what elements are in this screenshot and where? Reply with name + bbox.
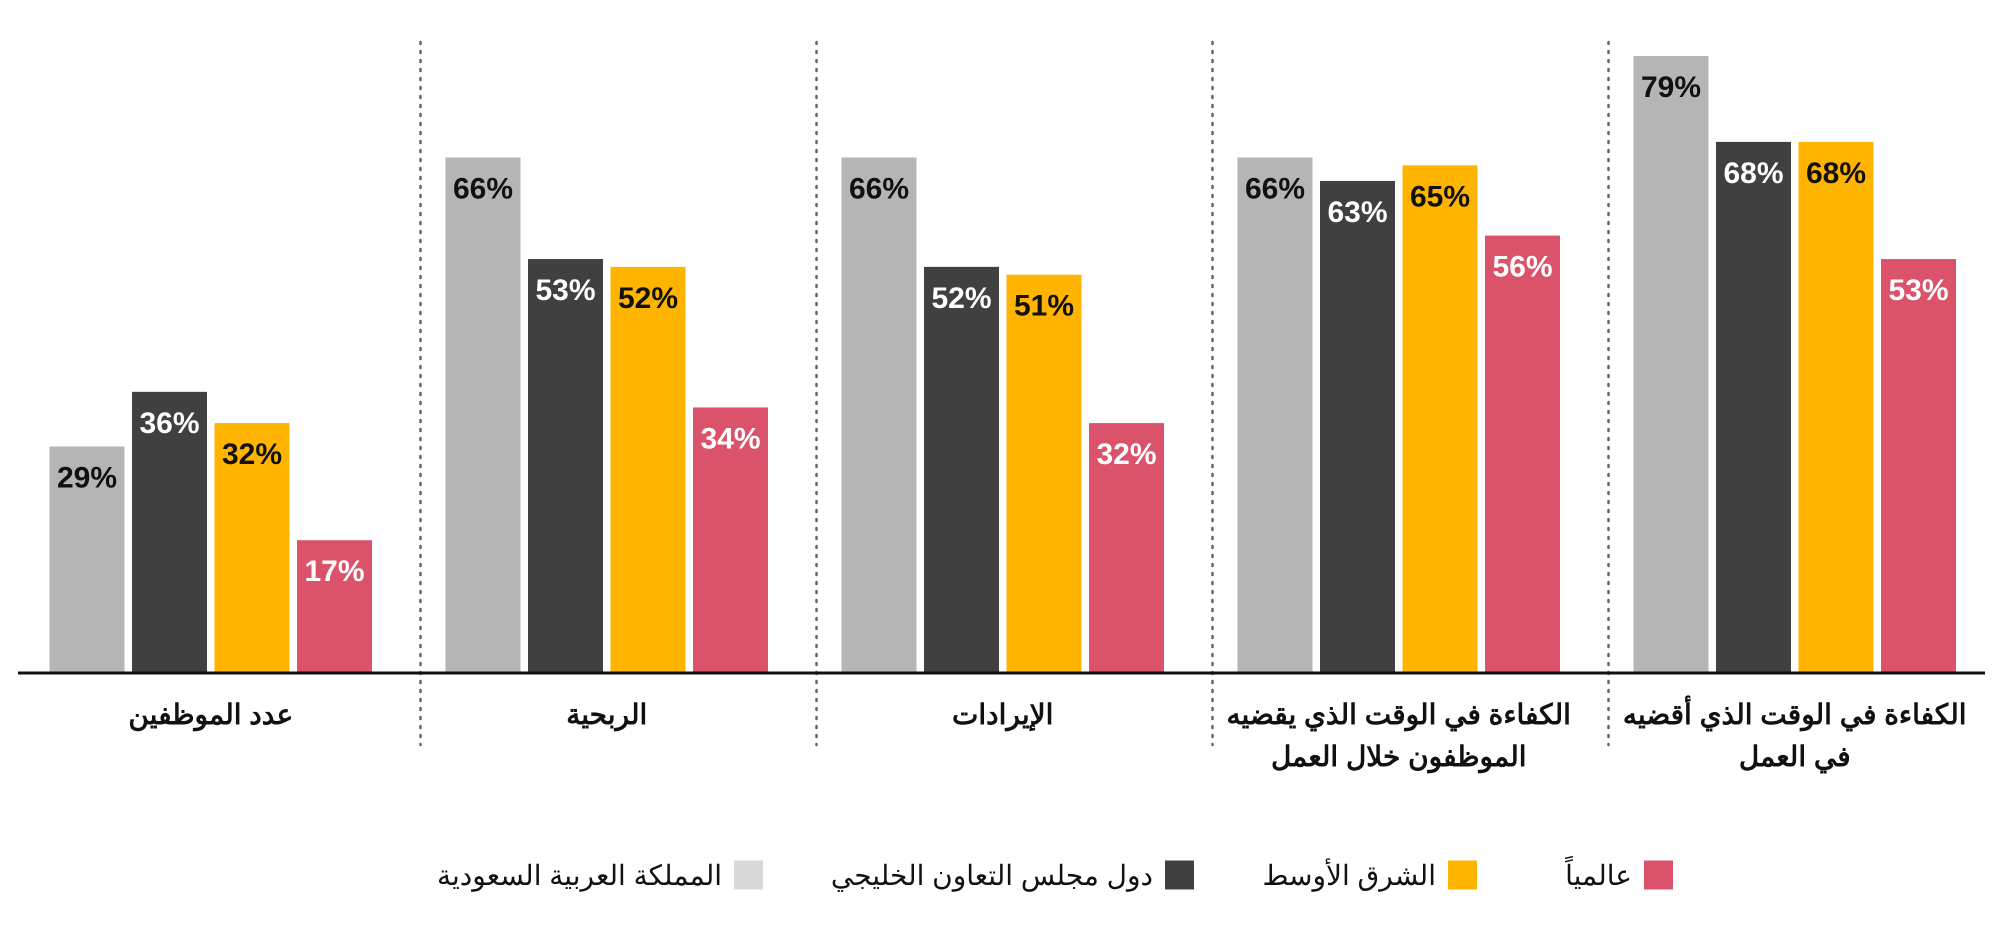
bar-value-label: 32% — [222, 438, 282, 471]
bar — [49, 446, 125, 673]
bar-value-label: 63% — [1327, 196, 1387, 229]
bar-value-label: 66% — [1245, 173, 1305, 206]
category-label: الكفاءة في الوقت الذي يقضيه — [1227, 699, 1571, 732]
legend: عالمياً الشرق الأوسط دول مجلس التعاون الخل… — [437, 855, 1673, 892]
bar-value-label: 51% — [1014, 290, 1074, 323]
legend-item: دول مجلس التعاون الخليجي — [831, 860, 1194, 892]
legend-label: دول مجلس التعاون الخليجي — [831, 860, 1153, 892]
legend-item: عالمياً — [1565, 855, 1673, 891]
bar-value-label: 79% — [1641, 71, 1701, 104]
bar-value-label: 17% — [304, 555, 364, 588]
bar — [445, 157, 521, 674]
category-label: الإيرادات — [952, 699, 1053, 732]
bar-value-label: 68% — [1723, 157, 1783, 190]
category-label: عدد الموظفين — [128, 699, 293, 732]
bar-value-label: 52% — [618, 282, 678, 315]
legend-swatch — [1448, 860, 1477, 890]
bar-value-labels: 79% 68% 68% 53% 66% 63% 65% 56% 66% 52% 51% 32% 66% 5… — [57, 71, 1949, 588]
bar-value-label: 36% — [139, 407, 199, 440]
category-labels: الكفاءة في الوقت الذي أقضيه في العمل الكفا… — [128, 696, 1966, 774]
bar — [1006, 274, 1082, 673]
category-label: في العمل — [1739, 741, 1851, 774]
bars — [49, 56, 1956, 674]
bar-value-label: 56% — [1492, 251, 1552, 284]
bar — [1089, 423, 1164, 673]
bar-value-label: 29% — [57, 462, 117, 495]
legend-swatch — [1165, 860, 1194, 890]
bar-value-label: 65% — [1410, 180, 1470, 213]
bar-value-label: 32% — [1096, 438, 1156, 471]
legend-label: المملكة العربية السعودية — [437, 860, 722, 892]
bar-value-label: 66% — [453, 173, 513, 206]
bar — [1237, 157, 1313, 674]
legend-label: عالمياً — [1565, 855, 1632, 891]
legend-item: المملكة العربية السعودية — [437, 860, 763, 892]
bar — [1881, 259, 1956, 673]
bar — [1402, 165, 1478, 673]
bar-value-label: 53% — [535, 274, 595, 307]
bar — [610, 266, 686, 673]
bar — [841, 157, 917, 674]
legend-label: الشرق الأوسط — [1262, 858, 1436, 892]
bar-value-label: 68% — [1806, 157, 1866, 190]
bar — [924, 266, 999, 673]
bar — [132, 391, 207, 673]
bar-value-label: 34% — [700, 422, 760, 455]
bar — [1716, 141, 1791, 674]
category-label: الكفاءة في الوقت الذي أقضيه — [1623, 696, 1967, 732]
bar — [1633, 56, 1709, 673]
legend-swatch — [1644, 860, 1673, 890]
group-separators — [419, 40, 1610, 747]
bar — [693, 407, 768, 673]
category-label: الموظفون خلال العمل — [1271, 741, 1527, 774]
category-label: الربحية — [566, 699, 647, 732]
legend-swatch — [734, 860, 763, 890]
legend-item: الشرق الأوسط — [1262, 858, 1477, 892]
bar — [214, 423, 290, 673]
bar — [1485, 235, 1560, 673]
bar — [528, 259, 603, 673]
bar-value-label: 53% — [1888, 274, 1948, 307]
bar — [297, 540, 372, 673]
bar — [1798, 141, 1874, 674]
bar-value-label: 52% — [931, 282, 991, 315]
bar-value-label: 66% — [849, 173, 909, 206]
bar — [1320, 180, 1395, 673]
